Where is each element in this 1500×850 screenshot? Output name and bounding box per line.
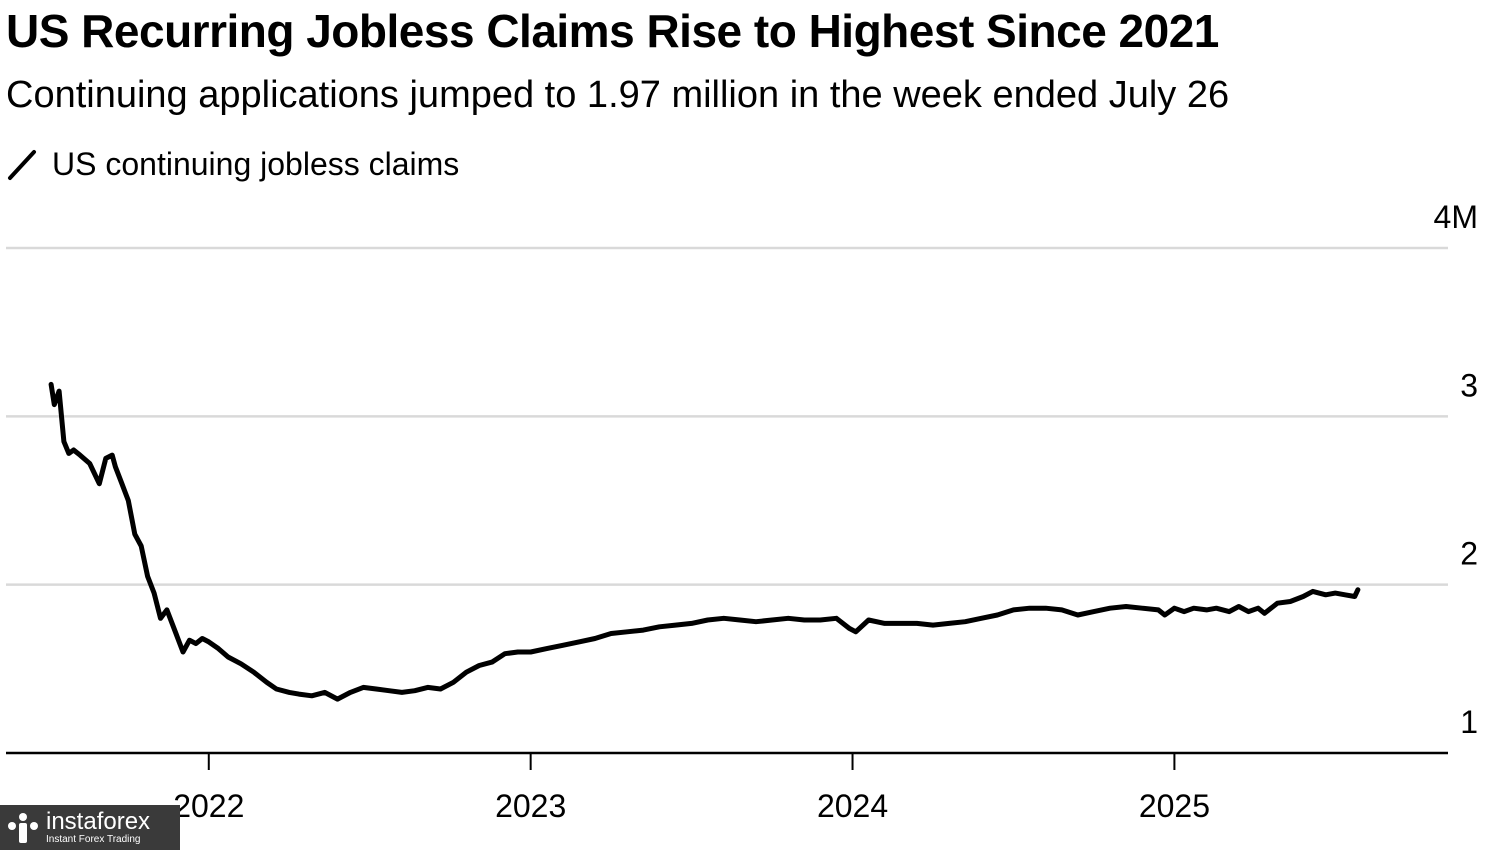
x-tick-label-0: 2022 <box>173 788 244 824</box>
instaforex-logo-icon <box>8 812 38 843</box>
y-tick-label-3: 4M <box>1434 199 1478 235</box>
legend: US continuing jobless claims <box>6 146 459 183</box>
watermark: instaforex Instant Forex Trading <box>0 805 180 850</box>
x-tick-label-3: 2025 <box>1139 788 1210 824</box>
y-tick-label-1: 2 <box>1460 536 1478 572</box>
legend-line-icon <box>8 149 36 180</box>
chart-subtitle: Continuing applications jumped to 1.97 m… <box>6 74 1230 116</box>
series-line-0 <box>48 381 1361 702</box>
chart-title: US Recurring Jobless Claims Rise to High… <box>6 5 1219 57</box>
legend-label: US continuing jobless claims <box>52 146 460 182</box>
x-tick-label-2: 2024 <box>817 788 888 824</box>
watermark-name: instaforex <box>46 808 151 835</box>
x-tick-label-1: 2023 <box>495 788 566 824</box>
watermark-tagline: Instant Forex Trading <box>46 834 141 845</box>
watermark-text: instaforex Instant Forex Trading <box>46 808 151 846</box>
y-tick-label-2: 3 <box>1460 367 1478 403</box>
y-tick-label-0: 1 <box>1460 704 1478 740</box>
